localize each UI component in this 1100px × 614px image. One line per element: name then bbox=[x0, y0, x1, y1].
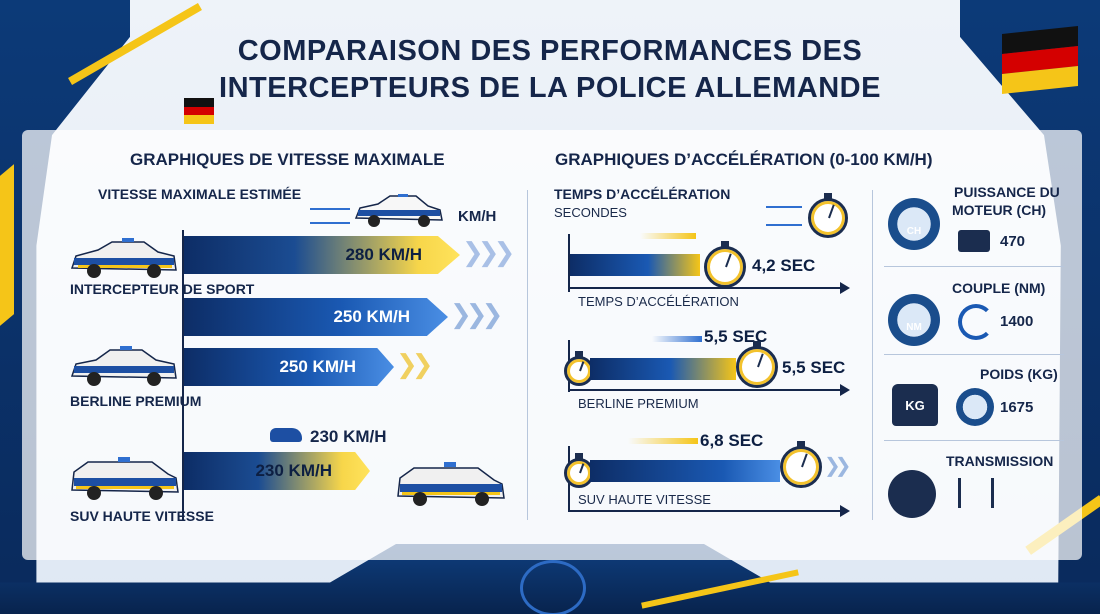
suv-top-speed-value: 230 KM/H bbox=[310, 427, 387, 446]
axis-arrow-icon bbox=[840, 384, 850, 396]
rotation-icon bbox=[958, 304, 994, 340]
speed-lines bbox=[310, 208, 350, 224]
german-flag-large-icon bbox=[1002, 26, 1078, 94]
stat-label-torque: COUPLE (NM) bbox=[952, 280, 1046, 296]
sport-interceptor-car-icon bbox=[68, 238, 178, 278]
chevron-icon: ❯❯ bbox=[824, 453, 851, 477]
speed-unit: KM/H bbox=[458, 208, 497, 225]
accel-row-label-suv: SUV HAUTE VITESSE bbox=[578, 492, 711, 507]
accel-value-berline-top: 5,5 SEC bbox=[704, 327, 768, 346]
axis-arrow-icon bbox=[840, 282, 850, 294]
chevron-icon: ❯❯❯ bbox=[450, 300, 503, 330]
speed-bar-sport: 280 KM/H bbox=[184, 236, 460, 274]
stat-divider bbox=[884, 266, 1064, 267]
accel-value-berline: 5,5 SEC bbox=[782, 358, 846, 377]
page-title-line1: COMPARAISON DES PERFORMANCES DES bbox=[237, 35, 863, 67]
stat-divider bbox=[884, 354, 1064, 355]
stopwatch-icon bbox=[780, 441, 822, 488]
suv-police-car-icon bbox=[394, 460, 506, 506]
accel-bar-sport bbox=[570, 254, 700, 276]
vehicle-label-berline: BERLINE PREMIUM bbox=[70, 393, 202, 409]
gear-shift-icon bbox=[888, 470, 936, 518]
speed-bar-berline-top: 250 KM/H bbox=[184, 298, 448, 336]
small-car-icon bbox=[270, 428, 302, 442]
speed-bar-sport-value: 280 KM/H bbox=[345, 245, 422, 264]
stat-label-weight: POIDS (KG) bbox=[980, 366, 1058, 382]
speed-bar-berline-top-value: 250 KM/H bbox=[333, 307, 410, 326]
stopwatch-icon bbox=[704, 241, 746, 288]
stat-label-power-line1: PUISSANCE DU bbox=[954, 184, 1060, 200]
speed-bar-berline-value: 250 KM/H bbox=[279, 357, 356, 376]
speed-lines bbox=[766, 206, 802, 226]
engine-icon bbox=[958, 230, 990, 252]
german-flag-icon bbox=[184, 98, 214, 124]
vehicle-label-sport: INTERCEPTEUR DE SPORT bbox=[70, 281, 255, 297]
accel-axis bbox=[568, 234, 570, 292]
page-title-line2: INTERCEPTEURS DE LA POLICE ALLEMANDE bbox=[219, 72, 881, 104]
stat-value-weight: 1675 bbox=[1000, 399, 1034, 416]
chevron-icon: ❯❯❯ bbox=[462, 238, 515, 268]
accel-axis-x bbox=[568, 287, 840, 289]
accel-row-label-berline: BERLINE PREMIUM bbox=[578, 396, 699, 411]
section-divider bbox=[527, 190, 528, 520]
stat-value-power: 470 bbox=[1000, 233, 1026, 250]
stopwatch-small-icon bbox=[564, 453, 594, 488]
acceleration-heading: GRAPHIQUES D’ACCÉLÉRATION (0-100 KM/H) bbox=[555, 150, 933, 169]
stopwatch-icon bbox=[736, 341, 778, 388]
accel-axis-x bbox=[568, 510, 840, 512]
speed-arrows bbox=[640, 233, 696, 239]
weight-icon: KG bbox=[892, 384, 938, 426]
accel-value-suv-top: 6,8 SEC bbox=[700, 431, 764, 450]
emblem-icon bbox=[520, 560, 586, 614]
stat-divider bbox=[884, 440, 1064, 441]
accel-bar-suv bbox=[590, 460, 780, 482]
power-gauge-icon: CH bbox=[888, 198, 940, 250]
stat-label-transmission: TRANSMISSION bbox=[946, 453, 1054, 469]
scale-gauge-icon bbox=[956, 388, 994, 426]
stopwatch-icon bbox=[808, 193, 848, 238]
police-car-icon bbox=[352, 194, 444, 228]
chevron-icon: ❯❯ bbox=[396, 350, 433, 380]
accel-axis-x bbox=[568, 389, 840, 391]
gear-pattern-icon bbox=[958, 478, 994, 508]
speed-bar-suv: 230 KM/H bbox=[184, 452, 370, 490]
speed-heading: GRAPHIQUES DE VITESSE MAXIMALE bbox=[130, 150, 445, 169]
accel-value-sport: 4,2 SEC bbox=[752, 256, 816, 275]
vehicle-label-suv: SUV HAUTE VITESSE bbox=[70, 508, 214, 524]
speed-bar-suv-value: 230 KM/H bbox=[255, 461, 332, 480]
speed-bar-berline: 250 KM/H bbox=[184, 348, 394, 386]
speed-subheading: VITESSE MAXIMALE ESTIMÉE bbox=[98, 186, 302, 202]
stat-label-power-line2: MOTEUR (CH) bbox=[952, 202, 1047, 218]
accel-row-label-sport: TEMPS D’ACCÉLÉRATION bbox=[578, 294, 739, 309]
accel-bar-berline bbox=[590, 358, 736, 380]
speed-axis bbox=[182, 230, 184, 520]
section-divider bbox=[872, 190, 873, 520]
torque-gauge-icon: NM bbox=[888, 294, 940, 346]
axis-arrow-icon bbox=[840, 505, 850, 517]
premium-sedan-car-icon bbox=[68, 346, 178, 386]
yellow-accent-left bbox=[0, 164, 14, 326]
stat-value-torque: 1400 bbox=[1000, 313, 1034, 330]
suv-car-icon bbox=[68, 456, 180, 500]
acceleration-subheading: TEMPS D’ACCÉLÉRATION bbox=[554, 186, 731, 202]
speed-arrows bbox=[628, 438, 698, 444]
acceleration-unit: SECONDES bbox=[554, 205, 627, 220]
speed-arrows bbox=[652, 336, 702, 342]
